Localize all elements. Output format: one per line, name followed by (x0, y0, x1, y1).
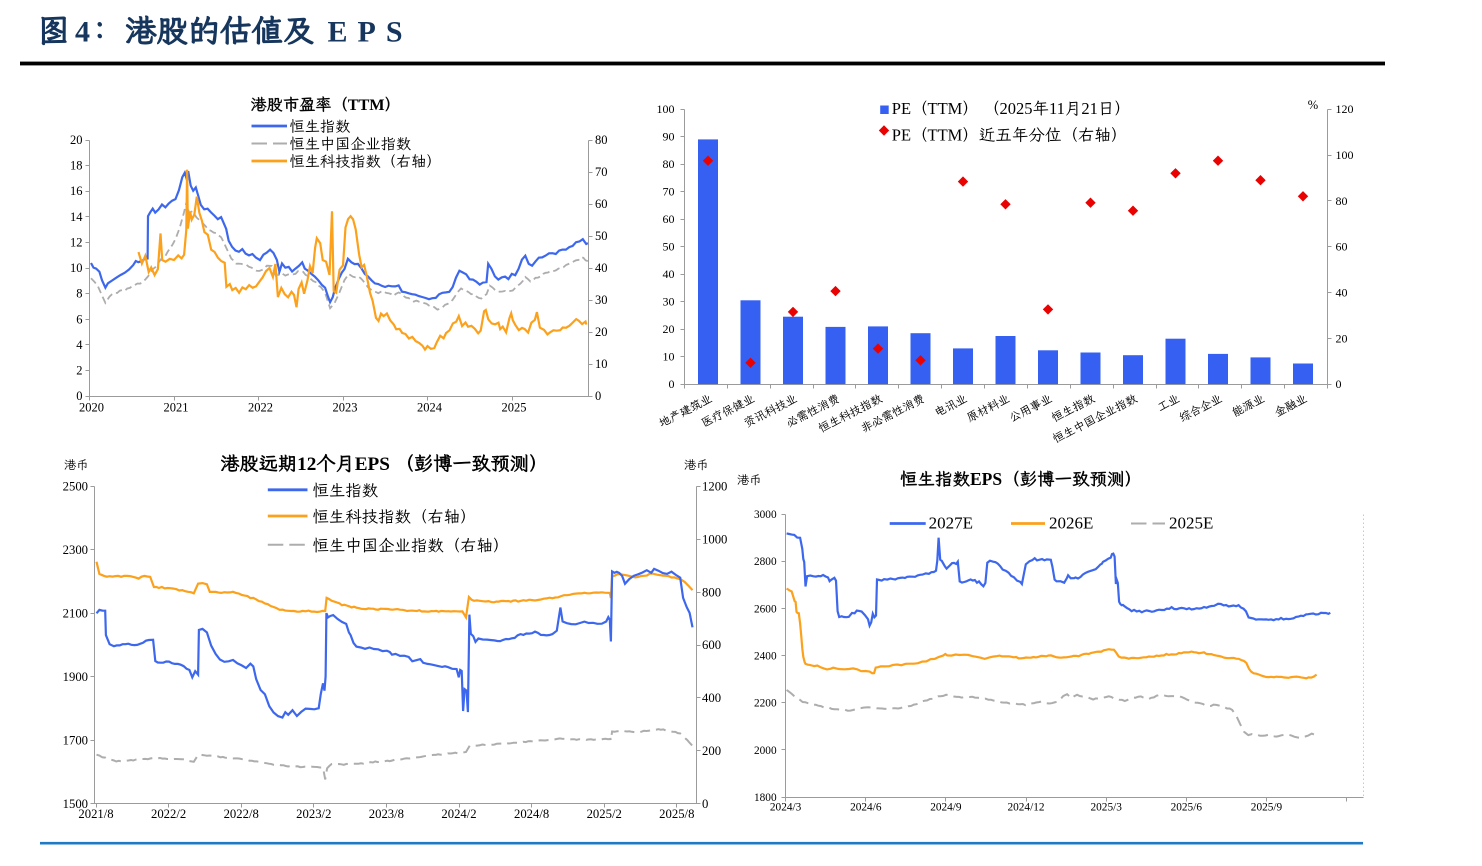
svg-text:40: 40 (595, 261, 608, 275)
svg-text:4: 4 (76, 338, 83, 352)
svg-text:60: 60 (663, 212, 675, 226)
svg-text:2100: 2100 (63, 607, 88, 621)
svg-text:90: 90 (663, 130, 675, 144)
svg-text:70: 70 (595, 165, 608, 179)
svg-text:TTM: TTM (348, 96, 385, 114)
svg-text:2023/8: 2023/8 (369, 807, 404, 821)
svg-text:1000: 1000 (702, 533, 727, 547)
svg-text:2400: 2400 (754, 651, 777, 663)
svg-text:0: 0 (1336, 377, 1342, 391)
svg-text:20: 20 (70, 133, 83, 147)
svg-text:2024/12: 2024/12 (1007, 802, 1044, 814)
svg-text:2023/2: 2023/2 (296, 807, 331, 821)
svg-text:10: 10 (663, 350, 675, 364)
svg-text:2025/8: 2025/8 (659, 807, 694, 821)
svg-text:40: 40 (663, 267, 675, 281)
svg-text:2020: 2020 (79, 401, 104, 415)
svg-text:100: 100 (1336, 148, 1354, 162)
svg-text:2600: 2600 (754, 603, 777, 615)
svg-text:2025: 2025 (502, 401, 527, 415)
svg-text:2024/6: 2024/6 (850, 802, 882, 814)
svg-text:12: 12 (70, 236, 83, 250)
svg-text:2024/8: 2024/8 (514, 807, 549, 821)
svg-text:2024/3: 2024/3 (770, 802, 802, 814)
svg-text:3000: 3000 (754, 509, 777, 521)
svg-text:18: 18 (70, 159, 83, 173)
svg-text:20: 20 (663, 322, 675, 336)
svg-text:TTM: TTM (928, 99, 963, 118)
svg-text:50: 50 (595, 229, 608, 243)
svg-text:2026E: 2026E (1049, 514, 1093, 533)
svg-text:60: 60 (595, 197, 608, 211)
svg-text:2200: 2200 (754, 698, 777, 710)
svg-text:2022/8: 2022/8 (224, 807, 259, 821)
svg-text:2800: 2800 (754, 556, 777, 568)
svg-text:20: 20 (1336, 331, 1348, 345)
svg-text:20: 20 (595, 325, 608, 339)
svg-text:40: 40 (1336, 286, 1348, 300)
svg-text:1500: 1500 (63, 797, 88, 811)
svg-text:200: 200 (702, 744, 721, 758)
svg-text:2300: 2300 (63, 543, 88, 557)
svg-text:6: 6 (76, 312, 82, 326)
svg-text:400: 400 (702, 691, 721, 705)
svg-text:70: 70 (663, 185, 675, 199)
svg-text:16: 16 (70, 184, 83, 198)
svg-text:50: 50 (663, 240, 675, 254)
svg-text:2021: 2021 (164, 401, 189, 415)
svg-text:30: 30 (595, 293, 608, 307)
svg-text:12: 12 (297, 454, 316, 475)
svg-text:2025/6: 2025/6 (1171, 802, 1203, 814)
svg-text:PE: PE (892, 99, 911, 118)
svg-text:2021/8: 2021/8 (78, 807, 113, 821)
svg-text:2500: 2500 (63, 480, 88, 494)
svg-text:2025: 2025 (1000, 99, 1033, 118)
svg-text:4: 4 (75, 16, 90, 49)
svg-text:80: 80 (1336, 194, 1348, 208)
svg-text:2024/2: 2024/2 (441, 807, 476, 821)
svg-text:1900: 1900 (63, 670, 88, 684)
svg-text:2025/3: 2025/3 (1091, 802, 1123, 814)
svg-text:10: 10 (70, 261, 83, 275)
svg-text:11: 11 (1049, 99, 1065, 118)
svg-text:14: 14 (70, 210, 83, 224)
svg-text:2022/2: 2022/2 (151, 807, 186, 821)
svg-text:21: 21 (1081, 99, 1098, 118)
svg-text:1200: 1200 (702, 480, 727, 494)
svg-text:120: 120 (1336, 102, 1354, 116)
svg-text:2027E: 2027E (929, 514, 973, 533)
svg-text:2025/2: 2025/2 (587, 807, 622, 821)
svg-text:2023: 2023 (333, 401, 358, 415)
svg-text:EPS: EPS (355, 454, 390, 475)
svg-text:EPS: EPS (328, 16, 413, 49)
svg-text:800: 800 (702, 585, 721, 599)
svg-text:0: 0 (702, 797, 708, 811)
svg-text:EPS: EPS (970, 469, 1002, 489)
svg-text:2025E: 2025E (1169, 514, 1213, 533)
svg-text:%: % (1308, 98, 1318, 112)
svg-text:0: 0 (76, 389, 82, 403)
svg-text:0: 0 (595, 389, 601, 403)
svg-text:2: 2 (76, 364, 82, 378)
svg-text:80: 80 (663, 157, 675, 171)
svg-text:8: 8 (76, 287, 82, 301)
svg-text:100: 100 (657, 102, 675, 116)
svg-text:80: 80 (595, 133, 608, 147)
svg-text:60: 60 (1336, 240, 1348, 254)
svg-text:PE: PE (892, 126, 911, 145)
svg-text:0: 0 (669, 377, 675, 391)
svg-text:2025/9: 2025/9 (1251, 802, 1283, 814)
svg-text:TTM: TTM (928, 126, 963, 145)
svg-text:10: 10 (595, 357, 608, 371)
svg-text:2022: 2022 (248, 401, 273, 415)
svg-text:1700: 1700 (63, 733, 88, 747)
svg-text:2000: 2000 (754, 745, 777, 757)
svg-text:30: 30 (663, 295, 675, 309)
svg-text:1800: 1800 (754, 792, 777, 804)
svg-text:2024: 2024 (417, 401, 443, 415)
svg-text:2024/9: 2024/9 (930, 802, 962, 814)
svg-text:600: 600 (702, 638, 721, 652)
